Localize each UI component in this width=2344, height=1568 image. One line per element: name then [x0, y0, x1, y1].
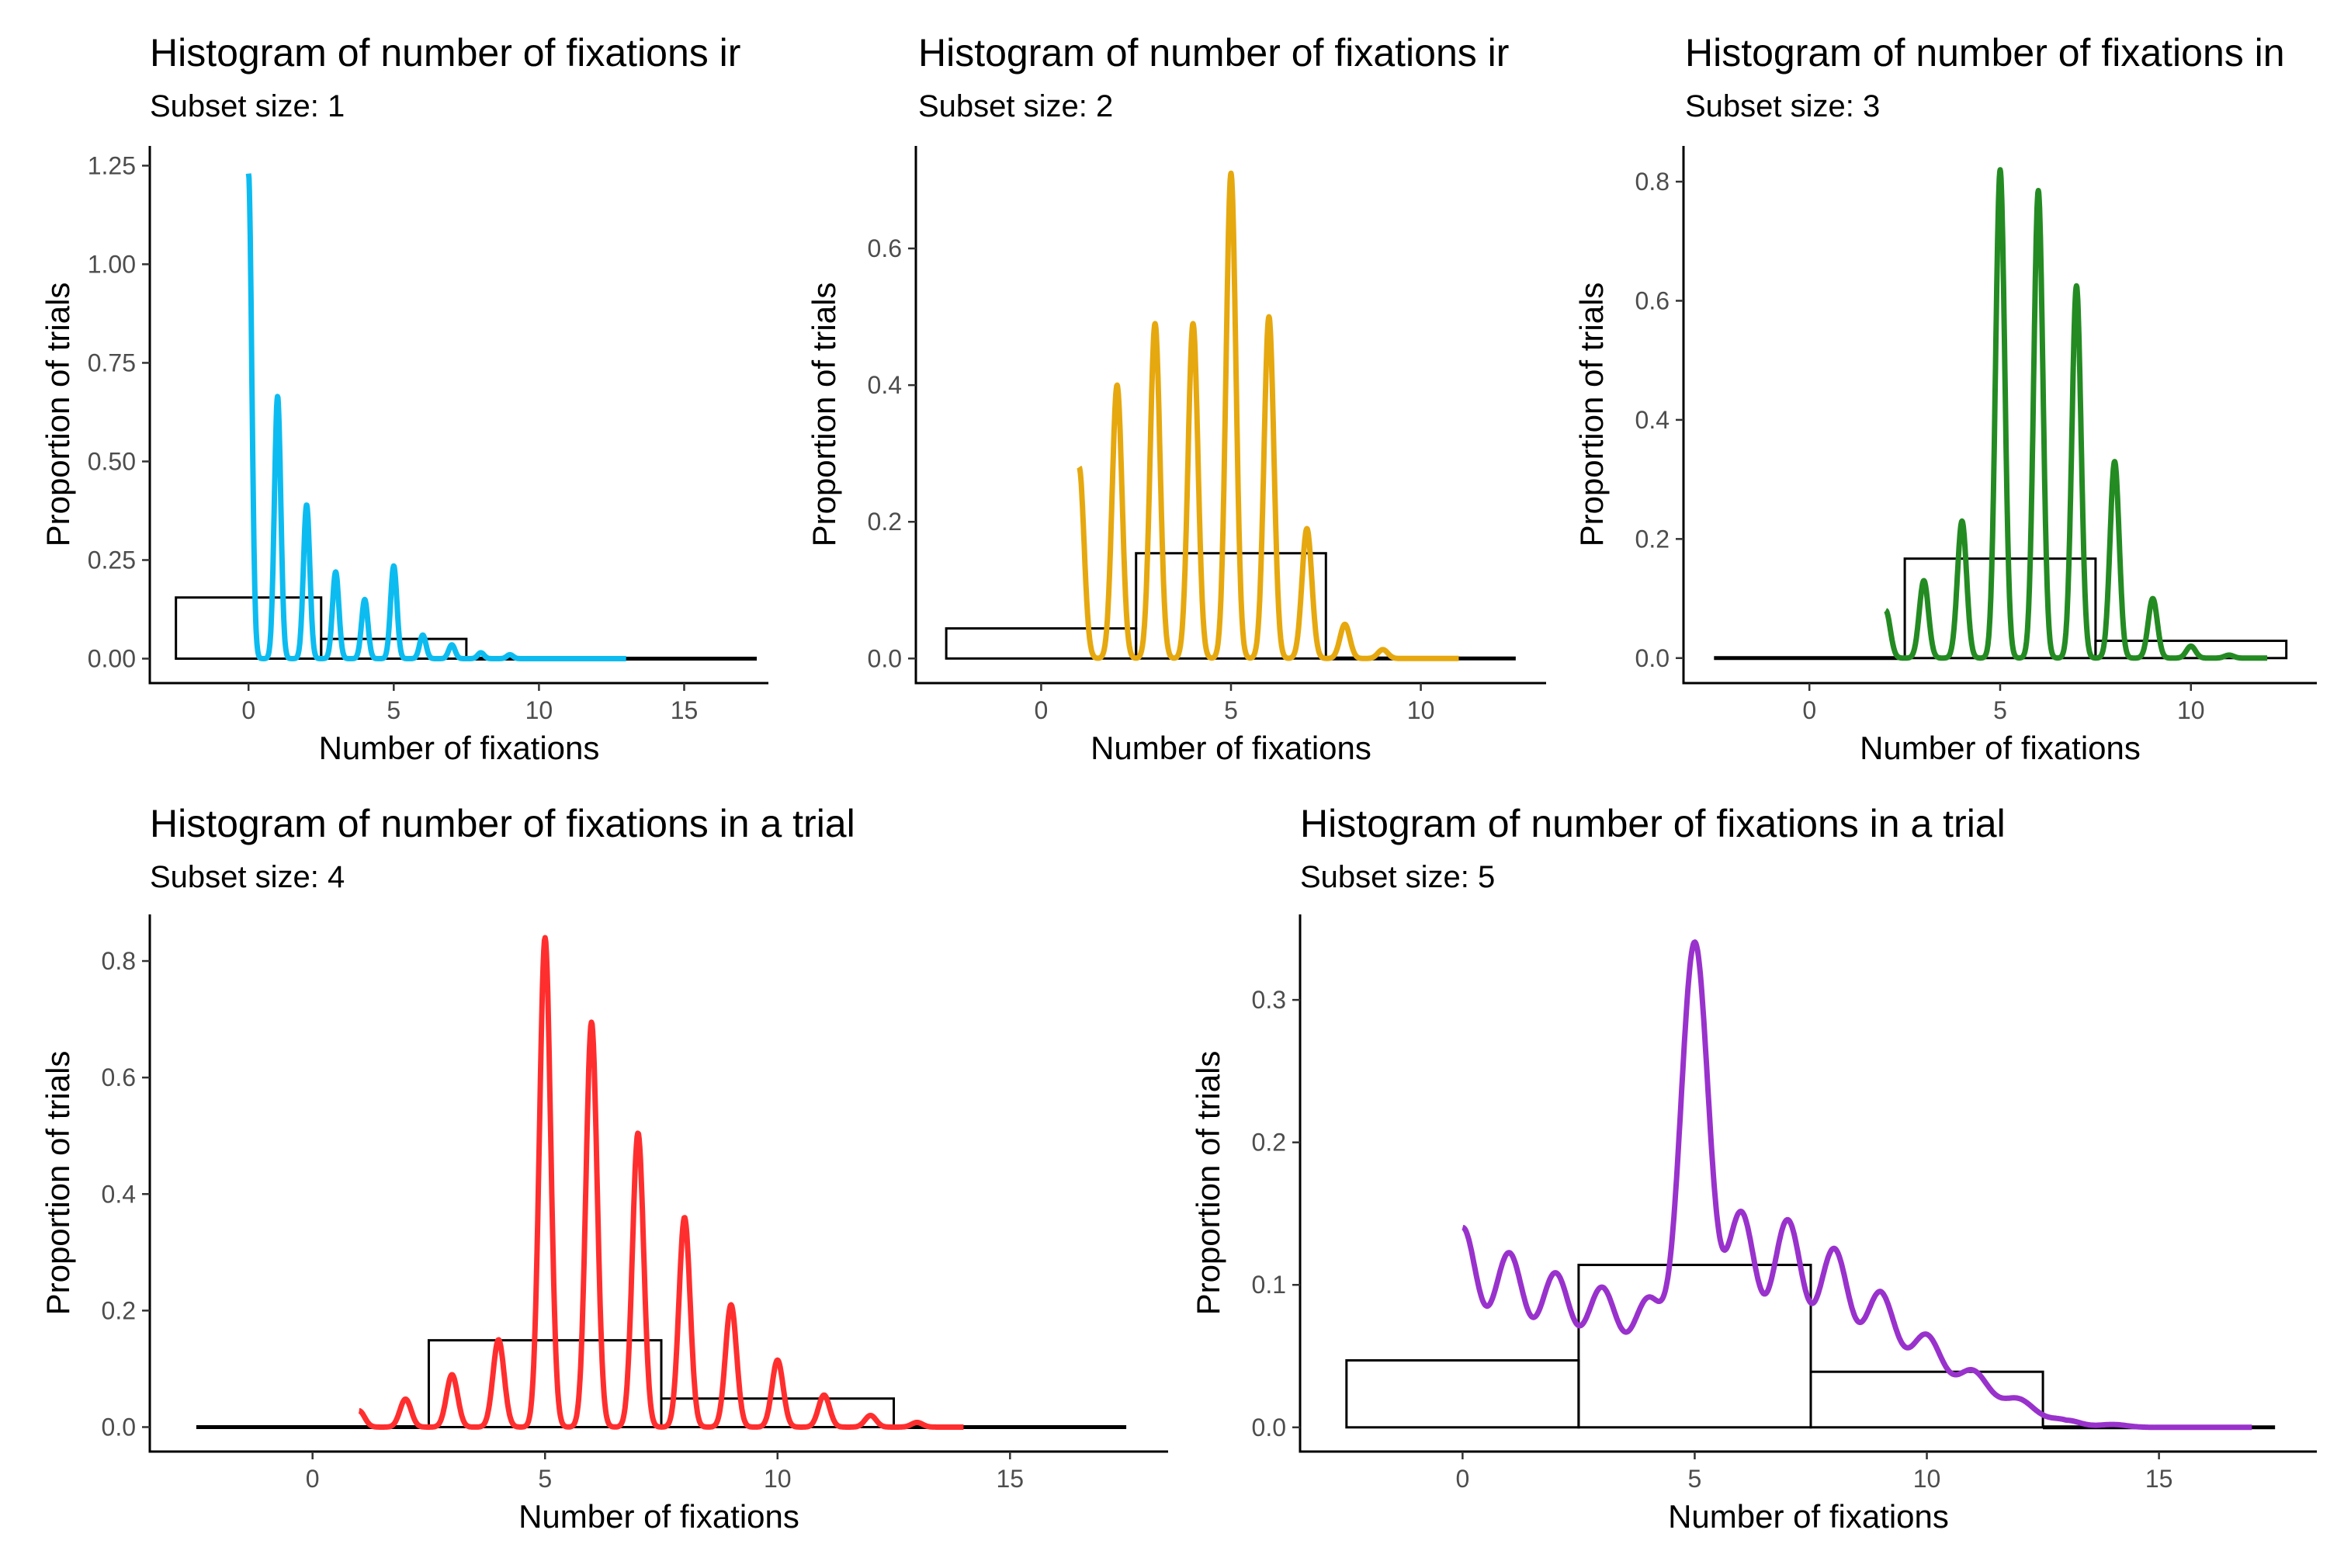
y-tick-label: 0.0 — [102, 1413, 136, 1441]
x-tick-label: 10 — [1913, 1465, 1941, 1493]
axis-lines — [148, 146, 768, 685]
density-curve — [1883, 167, 2270, 661]
x-axis-label: Number of fixations — [1091, 730, 1371, 766]
histogram-bar — [175, 596, 323, 660]
histogram-bar — [2094, 640, 2288, 660]
x-tick-label: 15 — [671, 696, 699, 724]
panel-subtitle: Subset size: 1 — [150, 89, 345, 123]
y-axis-label: Proportion of trials — [1190, 1051, 1226, 1316]
y-tick-label: 0.0 — [1635, 644, 1670, 672]
y-tick-label: 1.25 — [88, 151, 136, 179]
panel-title: Histogram of number of fixations in — [1685, 31, 2285, 75]
x-tick-label: 0 — [241, 696, 255, 724]
x-tick-label: 5 — [538, 1465, 552, 1493]
x-tick-label: 0 — [1035, 696, 1049, 724]
density-curve — [245, 173, 629, 661]
panel-subtitle: Subset size: 5 — [1300, 860, 1495, 894]
y-tick-label: 0.2 — [1252, 1129, 1286, 1157]
y-axis-label: Proportion of trials — [806, 283, 842, 547]
axis-lines — [914, 146, 1546, 685]
y-tick-label: 0.4 — [868, 371, 902, 399]
y-tick-label: 0.6 — [1635, 286, 1670, 314]
y-tick-label: 0.8 — [1635, 168, 1670, 196]
x-axis-label: Number of fixations — [1860, 730, 2141, 766]
y-tick-label: 0.00 — [88, 644, 136, 672]
y-tick-label: 0.0 — [1252, 1414, 1286, 1441]
panel-title: Histogram of number of fixations in a tr… — [150, 802, 855, 845]
density-curve — [1077, 170, 1462, 661]
y-tick-label: 0.8 — [102, 947, 136, 975]
x-tick-label: 5 — [1993, 696, 2007, 724]
histogram-bar — [1345, 1359, 1580, 1429]
y-tick-label: 0.1 — [1252, 1271, 1286, 1299]
panel-subtitle: Subset size: 2 — [918, 89, 1113, 123]
x-axis-label: Number of fixations — [1668, 1498, 1949, 1535]
y-axis-label: Proportion of trials — [40, 1051, 76, 1316]
histogram-bar — [427, 1339, 663, 1428]
panel-title: Histogram of number of fixations in a tr… — [1300, 802, 2006, 845]
x-tick-label: 0 — [1455, 1465, 1469, 1493]
axis-lines — [1682, 146, 2317, 685]
panel-subtitle: Subset size: 3 — [1685, 89, 1880, 123]
histogram-bar — [320, 637, 468, 660]
y-tick-label: 0.3 — [1252, 986, 1286, 1014]
y-tick-label: 0.75 — [88, 349, 136, 376]
x-tick-label: 5 — [1688, 1465, 1702, 1493]
panel-title: Histogram of number of fixations ir — [150, 31, 740, 75]
y-tick-label: 0.4 — [102, 1180, 136, 1208]
y-axis-label: Proportion of trials — [40, 283, 76, 547]
histogram-bar — [1135, 552, 1327, 660]
x-axis-label: Number of fixations — [518, 1498, 799, 1535]
y-tick-label: 0.2 — [102, 1296, 136, 1324]
x-tick-label: 0 — [306, 1465, 320, 1493]
panel-subset-2: Histogram of number of fixations ir Subs… — [806, 31, 1546, 766]
density-curve — [1461, 939, 2254, 1431]
x-tick-label: 5 — [1224, 696, 1238, 724]
y-tick-label: 0.2 — [1635, 525, 1670, 553]
panel-subtitle: Subset size: 4 — [150, 860, 345, 894]
x-tick-label: 0 — [1802, 696, 1816, 724]
y-tick-label: 0.0 — [868, 644, 902, 672]
y-tick-label: 0.6 — [102, 1063, 136, 1091]
y-tick-label: 0.25 — [88, 546, 136, 574]
y-tick-label: 0.50 — [88, 447, 136, 475]
y-tick-label: 0.4 — [1635, 406, 1670, 434]
y-tick-label: 1.00 — [88, 250, 136, 278]
density-curve — [357, 935, 966, 1430]
y-axis-label: Proportion of trials — [1573, 283, 1610, 547]
histogram-bar — [1577, 1264, 1812, 1429]
histogram-bar — [660, 1397, 896, 1428]
panel-subset-3: Histogram of number of fixations in Subs… — [1573, 31, 2317, 766]
x-tick-label: 10 — [525, 696, 553, 724]
y-tick-label: 0.6 — [868, 234, 902, 262]
histogram-bar — [1903, 557, 2097, 660]
panel-subset-4: Histogram of number of fixations in a tr… — [40, 802, 1168, 1535]
x-tick-label: 15 — [997, 1465, 1025, 1493]
x-tick-label: 10 — [1407, 696, 1435, 724]
x-tick-label: 15 — [2145, 1465, 2173, 1493]
x-tick-label: 5 — [387, 696, 400, 724]
axis-lines — [1299, 914, 2317, 1453]
panel-subset-1: Histogram of number of fixations ir Subs… — [40, 31, 768, 766]
panel-subset-5: Histogram of number of fixations in a tr… — [1190, 802, 2317, 1535]
x-axis-label: Number of fixations — [319, 730, 600, 766]
axis-lines — [148, 914, 1168, 1453]
panel-title: Histogram of number of fixations ir — [918, 31, 1509, 75]
x-tick-label: 10 — [764, 1465, 792, 1493]
y-tick-label: 0.2 — [868, 508, 902, 536]
x-tick-label: 10 — [2177, 696, 2205, 724]
histogram-bar — [1809, 1370, 2044, 1429]
